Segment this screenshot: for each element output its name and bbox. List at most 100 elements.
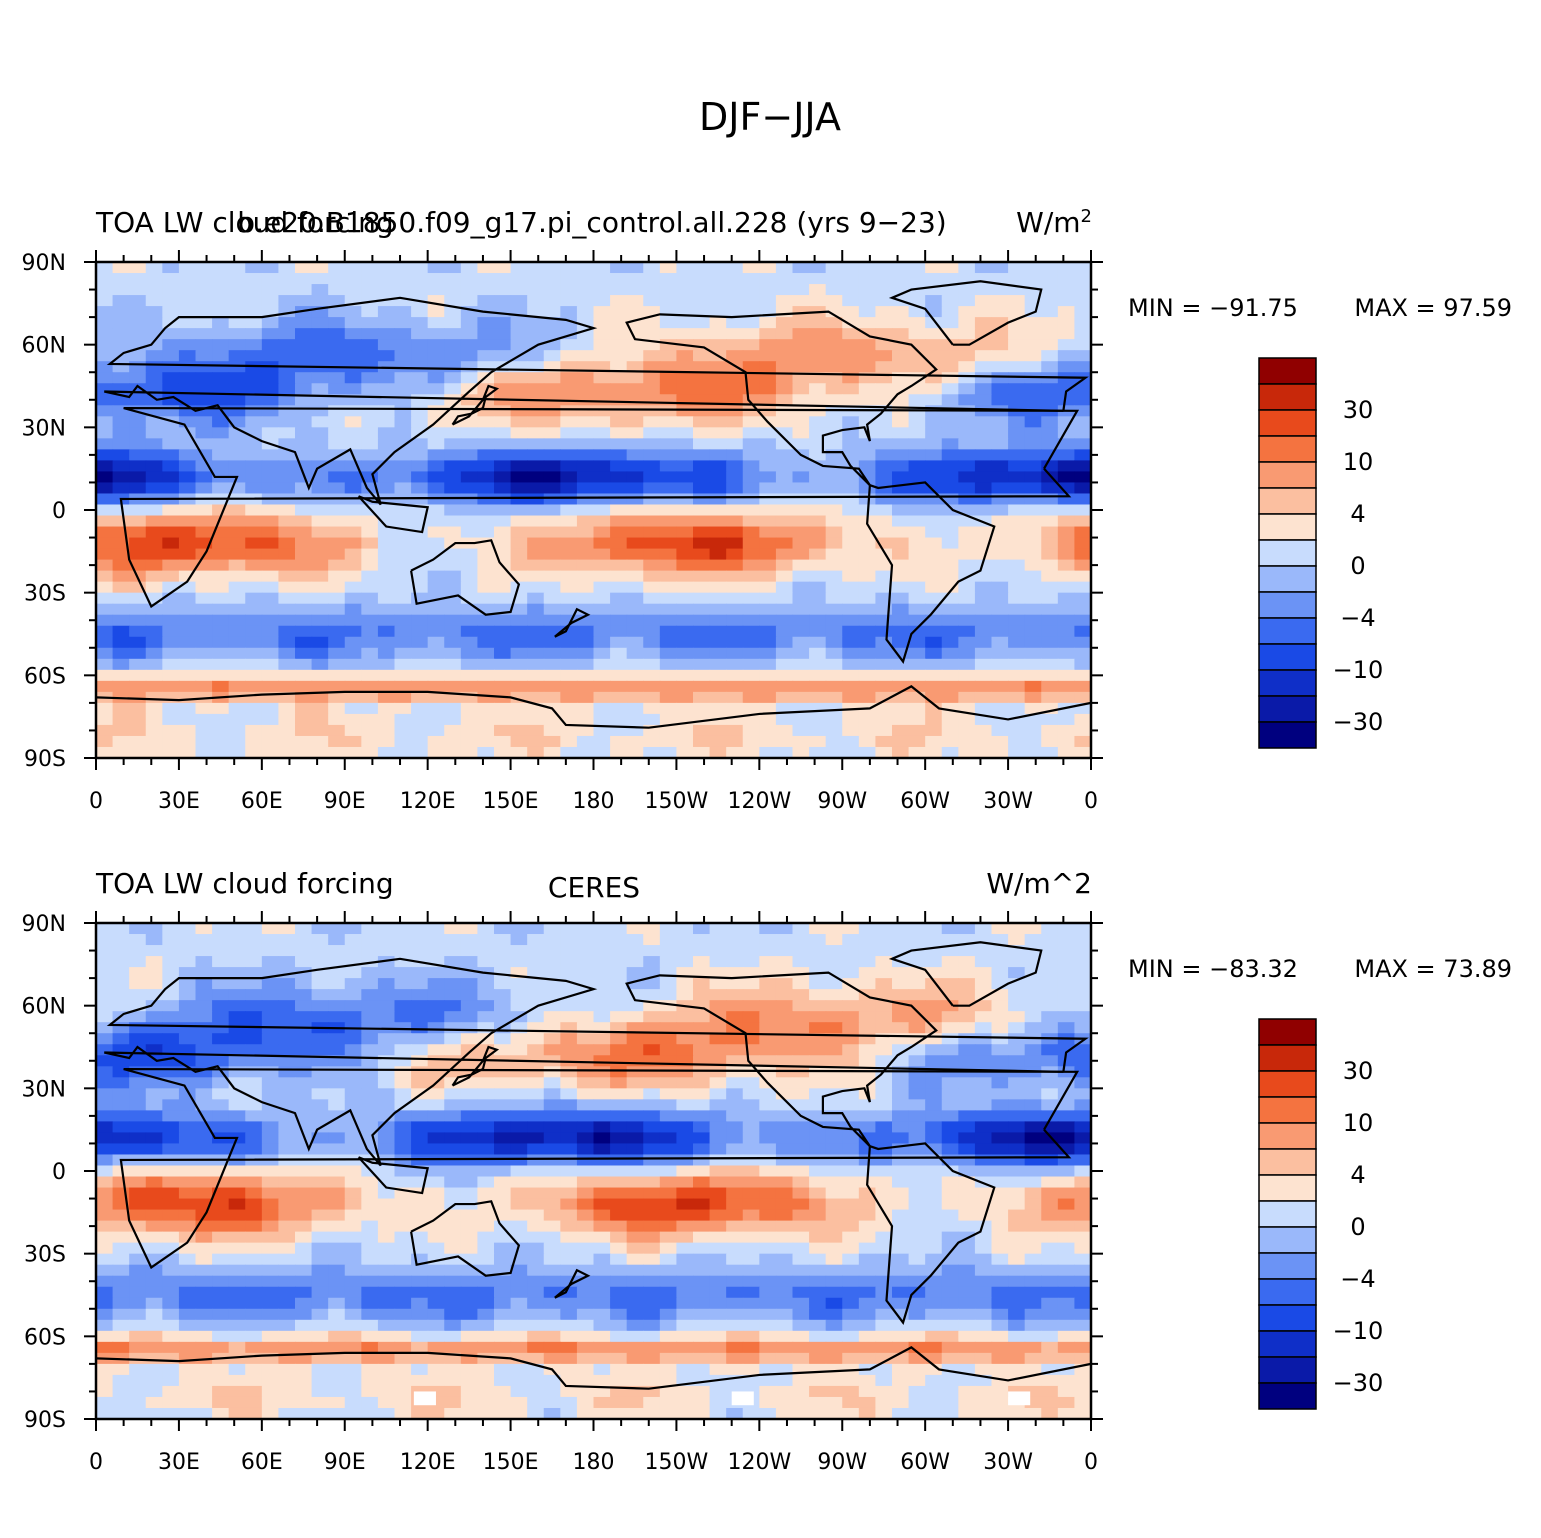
field-cell: [908, 350, 926, 362]
colorbar-label: −4: [1340, 604, 1375, 632]
field-cell: [96, 680, 114, 693]
field-cell: [626, 1099, 644, 1111]
field-cell: [792, 702, 810, 715]
field-cell: [96, 1099, 114, 1111]
field-cell: [212, 636, 230, 649]
field-cell: [228, 427, 246, 439]
field-cell: [1074, 1110, 1092, 1122]
field-cell: [1008, 1011, 1026, 1023]
field-cell: [427, 493, 445, 506]
field-cell: [792, 372, 810, 384]
field-cell: [610, 923, 628, 935]
field-cell: [892, 537, 910, 550]
field-cell: [361, 515, 379, 528]
field-cell: [759, 504, 777, 517]
field-cell: [759, 273, 777, 285]
field-cell: [858, 383, 877, 395]
field-cell: [991, 350, 1009, 362]
field-cell: [875, 526, 893, 539]
field-cell: [1024, 1154, 1042, 1167]
field-cell: [974, 1088, 993, 1100]
field-cell: [96, 746, 114, 759]
field-cell: [178, 1176, 197, 1189]
field-cell: [742, 383, 760, 395]
field-cell: [610, 636, 628, 649]
field-cell: [858, 1154, 877, 1167]
field-cell: [361, 339, 379, 351]
field-cell: [427, 504, 445, 517]
field-cell: [162, 746, 180, 759]
field-cell: [676, 647, 694, 660]
field-cell: [311, 978, 329, 990]
field-cell: [709, 956, 727, 968]
field-cell: [974, 559, 993, 572]
field-cell: [676, 614, 694, 627]
field-cell: [693, 1121, 711, 1134]
field-cell: [576, 945, 595, 957]
field-cell: [228, 1308, 246, 1321]
field-cell: [543, 1099, 561, 1111]
field-cell: [842, 284, 860, 296]
field-cell: [178, 724, 197, 737]
field-cell: [659, 1066, 678, 1078]
field-cell: [129, 482, 147, 495]
field-cell: [178, 1033, 197, 1045]
field-cell: [311, 1132, 329, 1145]
field-cell: [842, 934, 860, 946]
field-cell: [560, 647, 578, 660]
field-cell: [245, 383, 263, 395]
field-cell: [427, 1055, 445, 1067]
field-cell: [245, 636, 263, 649]
coastline: [104, 296, 1089, 506]
colorbar-box: [1258, 383, 1317, 411]
field-cell: [245, 306, 263, 318]
field-cell: [759, 339, 777, 351]
field-cell: [1074, 1055, 1092, 1067]
field-cell: [775, 1187, 794, 1200]
field-cell: [411, 1110, 429, 1122]
field-cell: [377, 537, 396, 550]
field-cell: [610, 735, 628, 748]
field-cell: [1041, 636, 1059, 649]
field-cell: [825, 548, 843, 561]
field-cell: [809, 1077, 827, 1089]
field-cell: [875, 1011, 893, 1023]
field-cell: [427, 1187, 445, 1200]
field-cell: [494, 339, 512, 351]
field-cell: [377, 636, 396, 649]
field-cell: [858, 306, 877, 318]
field-cell: [858, 636, 877, 649]
field-cell: [1024, 625, 1042, 638]
field-cell: [1041, 317, 1059, 329]
field-cell: [344, 328, 362, 340]
field-cell: [693, 1209, 711, 1222]
field-cell: [510, 956, 528, 968]
field-cell: [925, 989, 943, 1001]
field-cell: [543, 724, 561, 737]
field-cell: [527, 317, 545, 329]
field-cell: [1057, 537, 1076, 550]
field-cell: [643, 581, 661, 594]
field-cell: [991, 273, 1009, 285]
field-cell: [576, 724, 595, 737]
field-cell: [991, 746, 1009, 759]
field-cell: [759, 967, 777, 979]
field-cell: [792, 537, 810, 550]
field-cell: [908, 1253, 926, 1266]
field-cell: [261, 1198, 280, 1211]
field-cell: [726, 592, 744, 605]
field-cell: [892, 416, 910, 428]
field-cell: [96, 1011, 114, 1023]
field-cell: [477, 482, 495, 495]
field-cell: [477, 923, 495, 935]
field-cell: [377, 691, 396, 704]
field-cell: [792, 1187, 810, 1200]
field-cell: [494, 1275, 512, 1288]
field-cell: [809, 449, 827, 461]
field-cell: [195, 273, 213, 285]
field-cell: [543, 383, 561, 395]
field-cell: [477, 989, 495, 1001]
field-cell: [792, 1286, 810, 1299]
field-cell: [1074, 1011, 1092, 1023]
field-cell: [494, 471, 512, 484]
